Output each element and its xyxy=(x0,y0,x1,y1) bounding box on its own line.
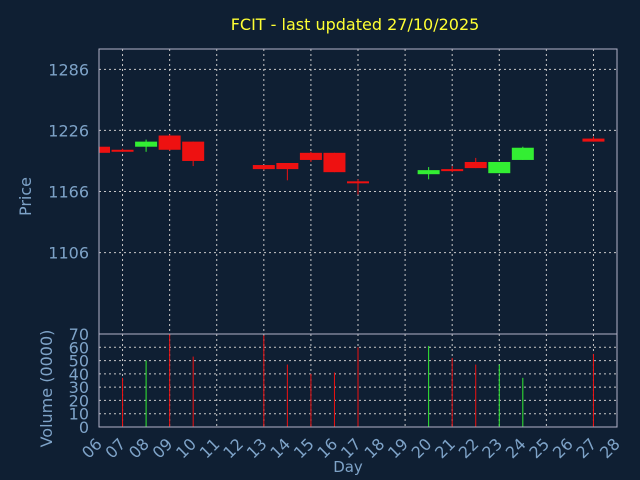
price-tick-label: 1166 xyxy=(48,183,89,202)
x-axis-label: Day xyxy=(333,458,363,476)
candle-body xyxy=(135,141,158,147)
candle-body xyxy=(582,138,605,142)
volume-bars xyxy=(122,334,594,427)
price-tick-label: 1226 xyxy=(48,121,89,140)
candle-body xyxy=(347,181,369,184)
candle-body xyxy=(511,147,534,160)
volume-tick-label: 50 xyxy=(69,352,89,371)
candles xyxy=(98,134,605,195)
volume-tick-label: 40 xyxy=(69,365,89,384)
price-grid xyxy=(99,49,617,334)
day-tick-label: 28 xyxy=(596,434,624,462)
volume-tick-label: 30 xyxy=(69,378,89,397)
candle-body xyxy=(464,161,487,169)
candle-body xyxy=(299,152,322,160)
candle-body xyxy=(182,141,205,161)
candle-body xyxy=(158,135,181,150)
chart-title: FCIT - last updated 27/10/2025 xyxy=(231,15,480,34)
price-tick-label: 1286 xyxy=(48,60,89,79)
candle-body xyxy=(99,146,110,153)
volume-axis-label: Volume (0000) xyxy=(37,330,56,448)
candle-body xyxy=(488,161,511,174)
volume-tick-label: 70 xyxy=(69,325,89,344)
volume-plot-frame xyxy=(98,333,618,428)
volume-tick-label: 60 xyxy=(69,338,89,357)
volume-tick-label: 10 xyxy=(69,405,89,424)
candle-body xyxy=(441,169,464,172)
price-axis-label: Price xyxy=(16,177,35,216)
candle-body xyxy=(276,163,299,170)
candle-body xyxy=(323,152,346,173)
candle-body xyxy=(252,165,275,170)
volume-tick-label: 0 xyxy=(79,418,89,437)
price-tick-labels: 1106 1166 1226 1286 xyxy=(48,60,89,262)
volume-tick-label: 20 xyxy=(69,391,89,410)
price-tick-label: 1106 xyxy=(48,244,89,263)
candle-body xyxy=(111,149,134,152)
candle-body xyxy=(417,170,440,175)
